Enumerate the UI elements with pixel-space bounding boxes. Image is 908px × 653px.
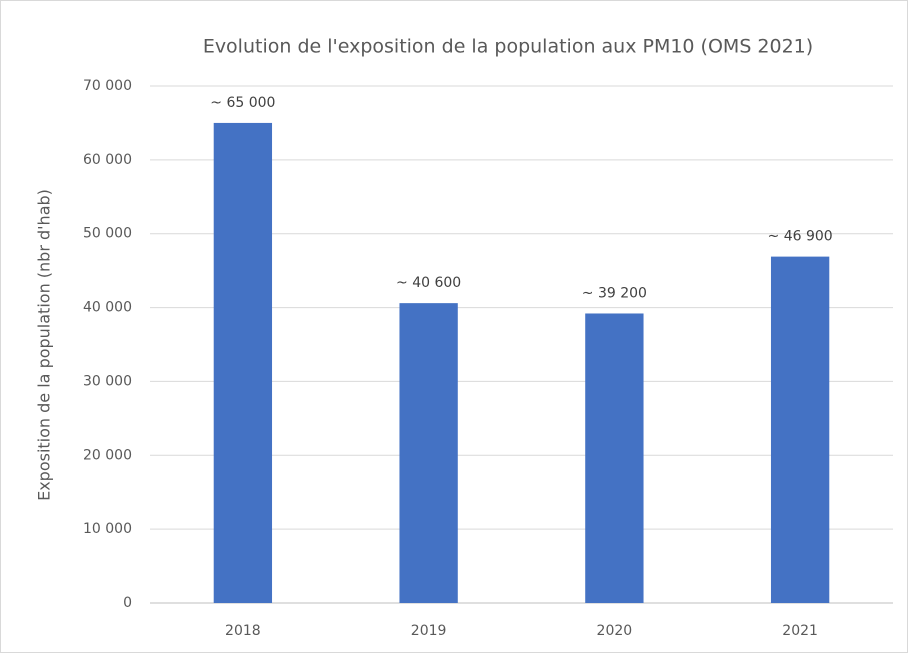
y-tick-label: 0 — [123, 595, 132, 611]
bar — [213, 122, 273, 603]
data-label: ~ 40 600 — [396, 275, 461, 291]
y-tick-label: 10 000 — [83, 521, 132, 537]
y-tick-label: 30 000 — [83, 373, 132, 389]
bar — [770, 256, 830, 603]
y-tick-label: 50 000 — [83, 226, 132, 242]
y-tick-label: 60 000 — [83, 152, 132, 168]
data-label: ~ 46 900 — [768, 229, 833, 245]
y-tick-label: 70 000 — [83, 78, 132, 94]
chart-title: Evolution de l'exposition de la populati… — [203, 36, 813, 58]
y-axis-label: Exposition de la population (nbr d'hab) — [35, 189, 54, 501]
data-label: ~ 65 000 — [210, 95, 275, 111]
data-label: ~ 39 200 — [582, 285, 647, 301]
bar — [585, 313, 644, 603]
x-tick-label: 2019 — [411, 623, 447, 639]
x-tick-label: 2021 — [782, 623, 818, 639]
bar — [399, 303, 458, 603]
y-tick-label: 40 000 — [83, 300, 132, 316]
x-tick-label: 2020 — [597, 623, 633, 639]
x-tick-label: 2018 — [225, 623, 261, 639]
y-tick-label: 20 000 — [83, 447, 132, 463]
